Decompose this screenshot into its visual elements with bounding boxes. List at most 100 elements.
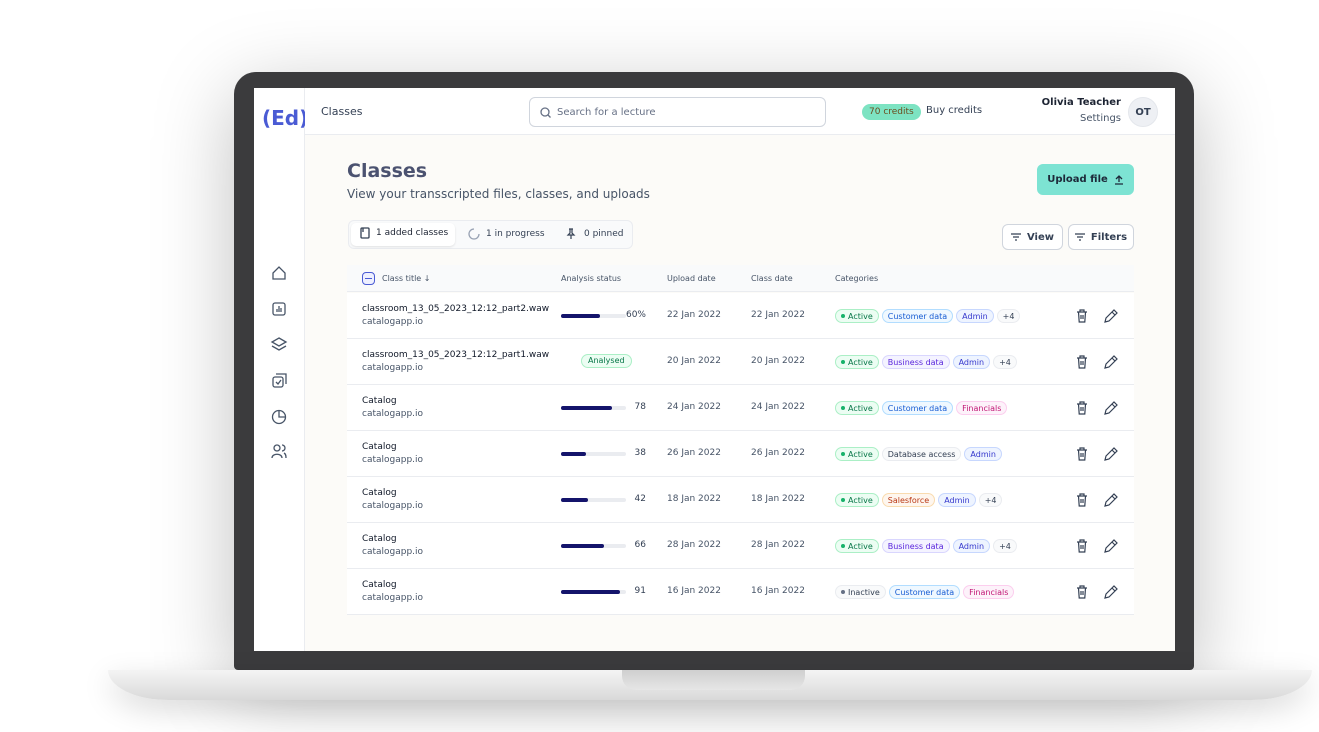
edit-icon[interactable]	[1104, 401, 1118, 415]
tag-label: +4	[1002, 311, 1015, 321]
upload-date: 28 Jan 2022	[667, 540, 721, 550]
tag-label: Admin	[962, 311, 988, 321]
tag-label: Financials	[962, 403, 1002, 413]
edit-icon[interactable]	[1104, 585, 1118, 599]
table-row: Catalog catalogapp.io 42 18 Jan 2022 18 Jan …	[347, 477, 1134, 523]
users-icon[interactable]	[271, 444, 287, 459]
progress-label: 42	[634, 494, 646, 504]
class-domain: catalogapp.io	[362, 501, 424, 511]
upload-date: 20 Jan 2022	[667, 356, 721, 366]
upload-label: Upload file	[1047, 174, 1108, 185]
edit-icon[interactable]	[1104, 493, 1118, 507]
delete-icon[interactable]	[1077, 355, 1087, 369]
column-header: Analysis status	[561, 274, 622, 283]
edit-icon[interactable]	[1104, 355, 1118, 369]
search-icon	[540, 106, 551, 118]
tag-label: Admin	[958, 357, 985, 367]
status-dot	[841, 406, 845, 410]
delete-icon[interactable]	[1077, 401, 1087, 415]
laptop-base	[108, 670, 1312, 700]
delete-icon[interactable]	[1077, 447, 1087, 461]
view-icon	[1010, 233, 1021, 241]
edit-icon[interactable]	[1104, 309, 1118, 323]
chart-icon[interactable]	[271, 409, 287, 425]
tag-label: Active	[848, 495, 873, 505]
category-tag: Active	[835, 447, 879, 461]
edit-icon[interactable]	[1104, 539, 1118, 553]
progress-label: 91	[634, 586, 646, 596]
tag-label: +4	[999, 541, 1011, 551]
tag-label: Active	[848, 311, 873, 321]
settings-link[interactable]: Settings	[1079, 113, 1121, 124]
delete-icon[interactable]	[1077, 493, 1087, 507]
logo[interactable]: (Ed)	[262, 106, 309, 130]
progress-bar	[561, 544, 604, 548]
view-button[interactable]: View	[1002, 224, 1063, 250]
column-header[interactable]: Class title ↓	[382, 274, 431, 283]
categories: Active Customer data Admin +4	[835, 309, 1023, 323]
tab[interactable]: 0 pinned	[566, 228, 623, 240]
categories: Inactive Customer data Financials	[835, 585, 1017, 599]
delete-icon[interactable]	[1077, 309, 1087, 323]
progress-track	[561, 498, 626, 502]
tab[interactable]: 1 in progress	[468, 228, 545, 240]
tag-label: Active	[848, 403, 873, 413]
progress-label: 60%	[625, 310, 646, 320]
category-tag: Admin	[938, 493, 976, 507]
delete-icon[interactable]	[1077, 585, 1087, 599]
tag-label: Financials	[969, 587, 1009, 597]
tab-label: 1 added classes	[376, 228, 449, 238]
tag-label: Customer data	[887, 403, 948, 413]
edit-icon[interactable]	[1104, 447, 1118, 461]
home-icon[interactable]	[272, 266, 286, 280]
upload-button[interactable]: Upload file	[1037, 164, 1134, 195]
progress-track	[561, 452, 626, 456]
category-tag: Financials	[956, 401, 1008, 415]
class-date: 20 Jan 2022	[751, 356, 805, 366]
page-title: Classes	[347, 160, 428, 182]
select-all-checkbox[interactable]	[362, 272, 375, 285]
upload-date: 18 Jan 2022	[667, 494, 721, 504]
status-dot	[841, 314, 845, 318]
tab-icon	[468, 228, 480, 240]
class-date: 26 Jan 2022	[751, 448, 805, 458]
buy-credits[interactable]: Buy credits	[926, 105, 983, 116]
tag-label: +4	[984, 495, 997, 505]
class-domain: catalogapp.io	[362, 455, 424, 465]
status-dot	[841, 544, 845, 548]
tasks-icon[interactable]	[272, 373, 287, 388]
category-tag: Admin	[964, 447, 1002, 461]
status-dot	[841, 590, 845, 594]
category-tag: Business data	[881, 539, 950, 553]
tab-label: 1 in progress	[486, 229, 545, 239]
class-title[interactable]: classroom_13_05_2023_12:12_part2.waw	[362, 304, 550, 314]
reports-icon[interactable]	[272, 302, 286, 316]
category-tag: Admin	[952, 355, 991, 369]
tab[interactable]: 1 added classes	[360, 227, 448, 239]
avatar[interactable]: OT	[1128, 97, 1158, 127]
class-title[interactable]: Catalog	[362, 534, 397, 544]
layers-icon[interactable]	[270, 337, 288, 351]
class-date: 16 Jan 2022	[751, 586, 805, 596]
tag-label: Customer data	[894, 587, 955, 597]
progress-label: 38	[634, 448, 646, 458]
progress-track	[561, 544, 626, 548]
class-title[interactable]: classroom_13_05_2023_12:12_part1.waw	[362, 350, 550, 360]
class-title[interactable]: Catalog	[362, 442, 397, 452]
credits-badge: 70 credits	[862, 104, 921, 120]
tag-label: Active	[848, 357, 873, 367]
row-actions	[1075, 354, 1125, 370]
class-title[interactable]: Catalog	[362, 396, 397, 406]
tag-label: Business data	[887, 541, 944, 551]
tag-label: Active	[848, 449, 873, 459]
filters-button[interactable]: Filters	[1068, 224, 1134, 250]
table-row: Catalog catalogapp.io 91 16 Jan 2022 16 Jan …	[347, 569, 1134, 615]
category-tag: Active	[835, 539, 879, 553]
class-title[interactable]: Catalog	[362, 580, 397, 590]
tag-label: Business data	[887, 357, 944, 367]
search-box[interactable]: Search for a lecture	[529, 97, 826, 127]
delete-icon[interactable]	[1077, 539, 1087, 553]
category-tag: Customer data	[881, 401, 954, 415]
status-dot	[841, 452, 845, 456]
class-title[interactable]: Catalog	[362, 488, 397, 498]
